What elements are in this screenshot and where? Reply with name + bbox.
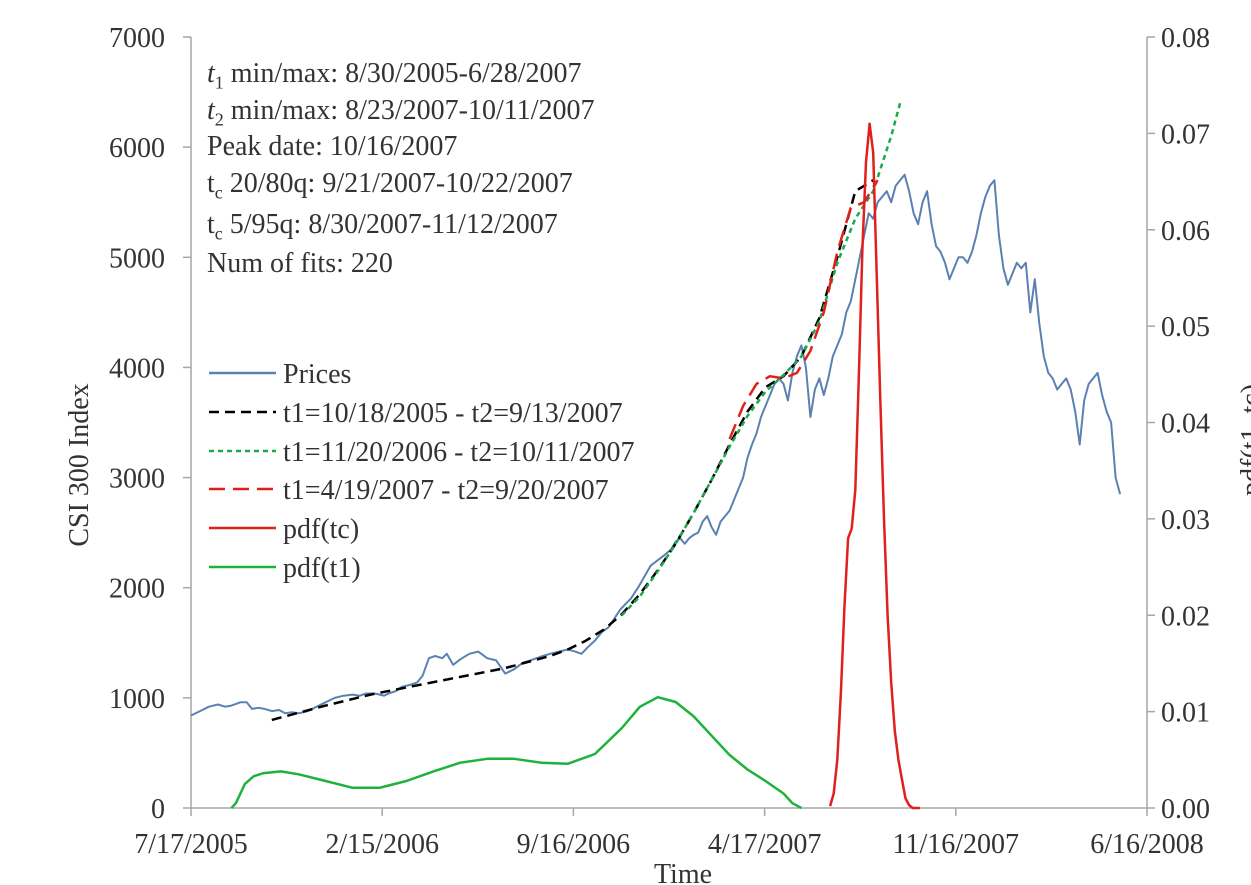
y2-axis-title: pdf(t1, tc) [1236,384,1251,496]
annotation-t1-sub: 1 [214,72,224,93]
annotation-num-fits: Num of fits: 220 [207,248,393,279]
annotation-t2-sub: 2 [214,109,224,130]
annotation-tc-595: tc 5/95q: 8/30/2007-11/12/2007 [207,206,558,253]
fit3-line [728,179,879,440]
y2-tick-label: 0.04 [1161,409,1210,440]
annotation-t1-range: t1 min/max: 8/30/2005-6/28/2007 [207,55,582,102]
y2-tick-label: 0.05 [1161,312,1210,343]
y2-tick-label: 0.07 [1161,119,1210,150]
annotation-tc-2080: tc 20/80q: 9/21/2007-10/22/2007 [207,165,573,212]
y-tick-label: 1000 [109,684,165,715]
annotation-tc2080-text: 20/80q: 9/21/2007-10/22/2007 [222,168,573,199]
y-tick-label: 5000 [109,243,165,274]
legend-label-pdf-tc: pdf(tc) [283,514,359,545]
y2-tick-label: 0.06 [1161,216,1210,247]
x-tick-label: 2/15/2006 [325,829,439,860]
x-tick-label: 6/16/2008 [1090,829,1204,860]
annotation-tc2080-sub: c [214,182,223,203]
y-tick-label: 2000 [109,574,165,605]
y-tick-label: 0 [151,794,165,825]
annotation-t1-var: t [207,58,215,89]
fit1-line [271,179,874,722]
legend-label-fit2: t1=11/20/2006 - t2=10/11/2007 [283,437,635,468]
y-tick-label: 6000 [109,133,165,164]
x-tick-label: 7/17/2005 [134,829,248,860]
y-tick-label: 3000 [109,464,165,495]
tick-layer: 0 1000 2000 3000 4000 5000 6000 7000 0.00 0.01 0.0… [109,23,1210,860]
y2-tick-label: 0.03 [1161,505,1210,536]
y2-tick-label: 0.02 [1161,601,1210,632]
annotation-tc595-text: 5/95q: 8/30/2007-11/12/2007 [222,209,558,240]
x-tick-label: 9/16/2006 [517,829,631,860]
annotation-t2-text: min/max: 8/23/2007-10/11/2007 [223,95,595,126]
y-axis-title: CSI 300 Index [64,383,95,546]
annotation-peak-date: Peak date: 10/16/2007 [207,131,458,162]
annotation-t2-range: t2 min/max: 8/23/2007-10/11/2007 [207,92,595,139]
series-layer [190,102,1122,810]
legend: Prices t1=10/18/2005 - t2=9/13/2007 t1=1… [209,359,635,584]
legend-label-fit1: t1=10/18/2005 - t2=9/13/2007 [283,398,623,429]
x-tick-label: 11/16/2007 [893,829,1020,860]
y2-tick-label: 0.08 [1161,23,1210,54]
pdf-t1-line [230,695,802,810]
annotation-tc595-var: t [207,209,215,240]
annotation-tc2080-var: t [207,168,215,199]
annotation-tc595-sub: c [214,223,223,244]
annotation-t1-text: min/max: 8/30/2005-6/28/2007 [223,58,582,89]
y-tick-label: 4000 [109,353,165,384]
y2-tick-label: 0.01 [1161,698,1210,729]
y2-tick-label: 0.00 [1161,794,1210,825]
annotation-t2-var: t [207,95,215,126]
y-tick-label: 7000 [109,23,165,54]
x-tick-label: 4/17/2007 [708,829,822,860]
legend-label-pdf-t1: pdf(t1) [283,553,361,584]
x-axis-title: Time [654,859,712,885]
legend-label-fit3: t1=4/19/2007 - t2=9/20/2007 [283,475,609,506]
pdf-tc-line [828,122,920,810]
legend-label-prices: Prices [283,359,351,390]
